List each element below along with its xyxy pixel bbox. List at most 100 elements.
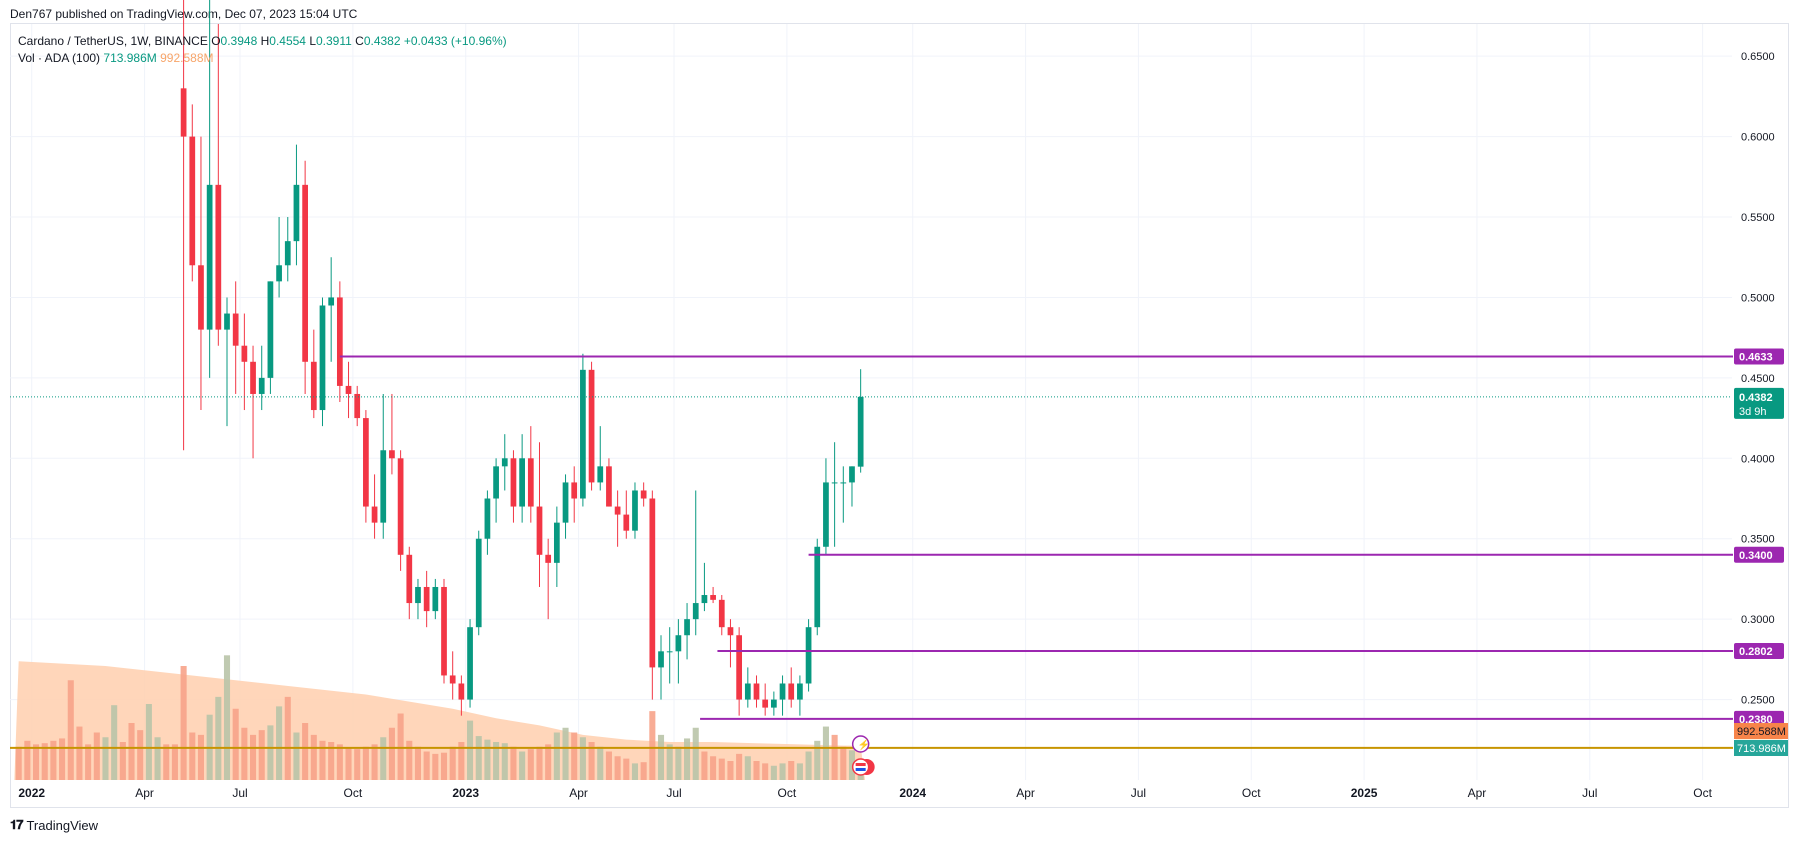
volume-indicator-label[interactable]: Vol · ADA (100) xyxy=(18,51,101,65)
volume-bar xyxy=(33,744,40,780)
volume-ma-tag-label: 992.588M xyxy=(1737,726,1786,738)
volume-bar xyxy=(458,742,465,780)
volume-bar xyxy=(762,763,769,780)
volume-bar xyxy=(388,727,395,780)
lightning-event-icon[interactable] xyxy=(851,735,870,753)
volume-bar xyxy=(588,742,595,780)
candle-body xyxy=(805,627,812,684)
x-axis-tick-label: Apr xyxy=(569,786,588,800)
candle-body xyxy=(840,482,847,484)
volume-bar xyxy=(501,743,508,780)
volume-bar xyxy=(623,758,630,780)
candle-body xyxy=(701,595,708,604)
volume-bar xyxy=(284,696,291,780)
x-axis-tick-label: Jul xyxy=(232,786,247,800)
volume-bar xyxy=(423,751,430,780)
candle-body xyxy=(284,241,291,266)
candle-body xyxy=(458,683,465,700)
volume-bar xyxy=(649,711,656,780)
symbol-name[interactable]: Cardano / TetherUS, 1W, BINANCE xyxy=(18,34,208,48)
volume-bar xyxy=(571,732,578,780)
us-flag-event-icon[interactable] xyxy=(851,758,870,776)
candle-body xyxy=(762,699,769,708)
volume-row: Vol · ADA (100) 713.986M 992.588M xyxy=(18,50,507,67)
x-axis-tick-label: Oct xyxy=(778,786,797,800)
volume-bar xyxy=(128,723,135,780)
volume-bar xyxy=(319,740,326,780)
volume-bar xyxy=(666,744,673,780)
candle-body xyxy=(423,586,430,612)
candle-body xyxy=(666,651,673,653)
volume-bar xyxy=(449,746,456,780)
candle-body xyxy=(710,595,716,600)
volume-bar xyxy=(345,747,352,780)
low-label: L xyxy=(309,34,316,48)
volume-tag-label: 713.986M xyxy=(1737,743,1786,755)
volume-bar xyxy=(59,738,66,780)
level-price-label: 0.2802 xyxy=(1739,646,1773,658)
volume-bar xyxy=(223,655,231,780)
candle-body xyxy=(536,506,543,555)
volume-bar xyxy=(250,734,257,780)
volume-bar xyxy=(276,706,283,780)
volume-bar xyxy=(15,746,22,780)
volume-bar xyxy=(362,746,369,780)
volume-bar xyxy=(684,738,691,780)
y-axis-tick-label: 0.3500 xyxy=(1741,534,1775,546)
volume-bar xyxy=(76,726,83,780)
level-price-label: 0.2380 xyxy=(1739,714,1773,726)
change-value: +0.0433 (+10.96%) xyxy=(403,34,507,48)
candle-body xyxy=(250,361,256,394)
candle-body xyxy=(623,514,630,531)
candle-body xyxy=(267,281,274,378)
volume-bar xyxy=(145,704,152,780)
level-price-label-bg xyxy=(1734,642,1784,659)
volume-bar xyxy=(336,744,343,780)
candle-body xyxy=(345,385,352,394)
x-axis-tick-label: Oct xyxy=(344,786,363,800)
x-axis-tick-label: 2024 xyxy=(899,786,926,800)
volume-bar xyxy=(354,749,361,780)
volume-bar xyxy=(640,762,647,780)
candle-body xyxy=(597,466,604,483)
volume-bar xyxy=(258,730,265,780)
volume-bar xyxy=(197,734,205,780)
x-axis-tick-label: Apr xyxy=(135,786,154,800)
volume-bar xyxy=(536,746,543,780)
candle-body xyxy=(606,466,612,507)
candle-body xyxy=(363,418,369,507)
tradingview-logo[interactable]: 𝟏𝟕 TradingView xyxy=(10,817,98,833)
y-axis-tick-label: 0.5500 xyxy=(1741,212,1775,224)
candle-body xyxy=(553,522,560,563)
bar-countdown-label: 3d 9h xyxy=(1739,406,1767,418)
candle-body xyxy=(779,683,786,700)
ohlc-row: Cardano / TetherUS, 1W, BINANCE O0.3948 … xyxy=(18,33,507,50)
tradingview-brand: TradingView xyxy=(26,817,99,833)
volume-bar xyxy=(770,765,777,780)
candle-body xyxy=(310,361,317,411)
chart-legend: Cardano / TetherUS, 1W, BINANCE O0.3948 … xyxy=(18,33,507,67)
volume-bar xyxy=(67,680,74,780)
x-axis-tick-label: 2022 xyxy=(18,786,45,800)
high-label: H xyxy=(260,34,270,48)
x-axis-tick-label: Jul xyxy=(1131,786,1146,800)
x-axis-tick-label: Jul xyxy=(1582,786,1597,800)
volume-bar xyxy=(840,746,847,780)
candle-body xyxy=(545,554,552,563)
volume-bar xyxy=(545,744,552,780)
candle-body xyxy=(501,458,508,467)
flag-stripe-icon xyxy=(855,763,866,766)
chart-frame[interactable] xyxy=(10,23,1789,808)
candle-body xyxy=(580,369,586,499)
volume-bar xyxy=(510,746,517,780)
volume-bar xyxy=(597,746,604,780)
x-axis-tick-label: Oct xyxy=(1693,786,1712,800)
candle-body xyxy=(727,627,734,636)
volume-bar xyxy=(848,750,856,780)
volume-bar xyxy=(614,756,621,780)
volume-bar xyxy=(85,744,92,780)
candle-body xyxy=(510,458,517,507)
volume-bar xyxy=(41,743,48,780)
volume-tag-bg xyxy=(1734,740,1788,756)
